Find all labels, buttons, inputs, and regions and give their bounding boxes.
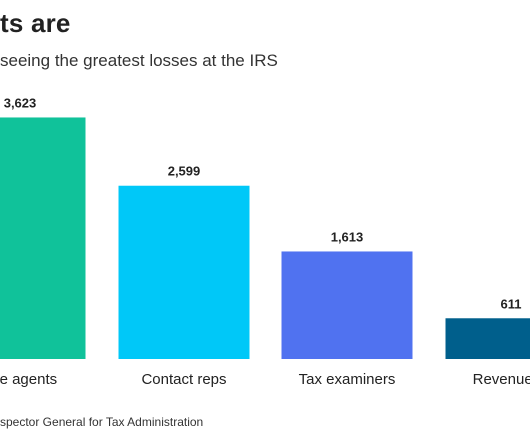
bar-value-label-2: 2,599: [168, 164, 201, 179]
chart-source-note: spector General for Tax Administration: [0, 415, 204, 429]
category-label-1: nue agents: [0, 371, 57, 388]
bar-4: [445, 318, 530, 359]
chart-title: ts are: [0, 8, 71, 38]
bar-value-label-3: 1,613: [331, 229, 364, 244]
bar-value-label-4: 611: [501, 296, 522, 311]
category-label-3: Tax examiners: [299, 371, 396, 388]
bar-2: [118, 185, 250, 359]
bar-1: [0, 117, 86, 359]
bar-value-label-1: 3,623: [4, 95, 37, 110]
category-label-2: Contact reps: [141, 371, 226, 388]
bar-3: [281, 251, 413, 359]
category-label-4: Revenue of: [473, 371, 530, 388]
chart-subtitle: seeing the greatest losses at the IRS: [0, 51, 278, 70]
